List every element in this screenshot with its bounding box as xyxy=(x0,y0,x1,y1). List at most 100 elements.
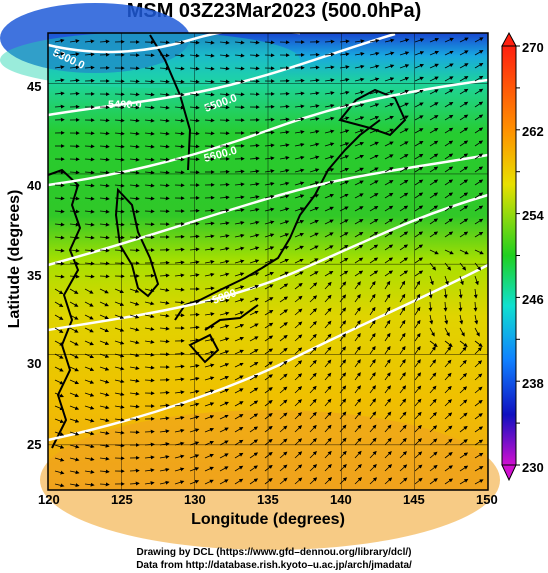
wind-arrow xyxy=(144,327,155,331)
wind-arrow xyxy=(204,479,214,485)
wind-arrow xyxy=(369,103,380,108)
wind-arrow xyxy=(114,235,125,240)
wind-arrow xyxy=(219,440,229,446)
wind-arrow xyxy=(264,297,274,303)
wind-arrow xyxy=(309,219,319,225)
wind-arrow xyxy=(414,179,424,186)
x-tick-label: 145 xyxy=(403,492,425,507)
wind-arrow xyxy=(294,464,303,472)
wind-arrow xyxy=(54,353,64,359)
wind-arrow xyxy=(249,272,260,277)
wind-arrow xyxy=(174,377,185,382)
wind-arrow xyxy=(189,131,200,136)
wind-arrow xyxy=(309,117,320,121)
wind-arrow xyxy=(384,141,394,147)
wind-arrow xyxy=(204,259,215,264)
wind-arrow xyxy=(54,196,65,201)
contour-label: 5400.0 xyxy=(108,99,142,111)
wind-arrow xyxy=(69,91,80,96)
wind-arrow xyxy=(189,118,200,123)
wind-arrow xyxy=(114,340,125,345)
wind-arrow xyxy=(234,426,244,433)
wind-arrow xyxy=(279,334,288,342)
wind-arrow xyxy=(459,386,468,394)
wind-arrow xyxy=(84,209,95,214)
wind-arrow xyxy=(189,402,200,407)
wind-arrow xyxy=(399,424,407,433)
wind-arrow xyxy=(204,427,215,433)
wind-arrow xyxy=(414,438,422,446)
wind-arrow xyxy=(234,311,245,316)
wind-arrow xyxy=(159,429,170,434)
wind-arrow xyxy=(99,118,110,123)
wind-arrow xyxy=(414,166,424,173)
wind-arrow xyxy=(279,258,290,264)
wind-arrow xyxy=(144,339,155,344)
wind-arrow xyxy=(204,92,215,97)
wind-arrow xyxy=(234,195,245,200)
wind-arrow xyxy=(474,439,484,446)
wind-arrow xyxy=(264,309,274,316)
wind-arrow xyxy=(174,403,185,408)
wind-arrow xyxy=(129,340,140,345)
wind-arrow xyxy=(399,411,407,420)
wind-arrow xyxy=(444,425,453,433)
wind-arrow xyxy=(174,118,185,123)
wind-arrow xyxy=(474,327,480,337)
wind-arrow xyxy=(69,418,80,423)
wind-arrow xyxy=(384,477,393,485)
wind-arrow xyxy=(54,261,65,266)
wind-arrow xyxy=(384,270,394,277)
wind-arrow xyxy=(399,179,409,186)
wind-arrow xyxy=(54,183,65,188)
wind-arrow xyxy=(204,118,215,123)
y-tick-label: 25 xyxy=(27,437,42,452)
wind-arrow xyxy=(204,299,215,304)
wind-arrow xyxy=(399,115,409,121)
wind-arrow xyxy=(204,105,215,110)
wind-arrow xyxy=(219,414,229,420)
wind-arrow xyxy=(324,258,334,264)
wind-arrow xyxy=(324,219,334,225)
wind-arrow xyxy=(279,283,289,290)
wind-arrow xyxy=(219,259,230,264)
wind-arrow xyxy=(69,483,80,488)
wind-arrow xyxy=(354,398,362,407)
wind-arrow xyxy=(369,90,380,95)
wind-arrow xyxy=(309,438,317,446)
wind-arrow xyxy=(219,479,229,485)
wind-arrow xyxy=(309,359,317,368)
wind-arrow xyxy=(144,66,155,71)
wind-arrow xyxy=(354,307,361,316)
wind-arrow xyxy=(234,246,245,251)
wind-arrow xyxy=(144,131,155,136)
wind-arrow xyxy=(414,192,424,199)
y-tick-label: 35 xyxy=(27,268,42,283)
wind-arrow xyxy=(174,351,185,356)
wind-arrow xyxy=(294,295,303,303)
wind-arrow xyxy=(234,375,244,381)
wind-arrow xyxy=(399,154,409,160)
wind-arrow xyxy=(294,194,305,199)
wind-arrow xyxy=(399,332,406,342)
wind-arrow xyxy=(99,405,110,410)
wind-arrow xyxy=(234,66,245,71)
wind-arrow xyxy=(369,167,379,173)
wind-arrow xyxy=(189,105,200,110)
wind-arrow xyxy=(114,288,125,294)
wind-arrow xyxy=(279,386,288,394)
wind-arrow xyxy=(189,273,200,278)
wind-arrow xyxy=(264,233,275,238)
wind-arrow xyxy=(294,258,304,264)
wind-arrow xyxy=(54,91,65,96)
wind-arrow xyxy=(339,206,349,212)
wind-arrow xyxy=(339,116,350,121)
wind-arrow xyxy=(99,183,110,188)
wind-arrow xyxy=(129,131,140,136)
wind-arrow xyxy=(264,425,273,433)
wind-arrow xyxy=(174,273,185,278)
wind-arrow xyxy=(279,104,290,109)
wind-arrow xyxy=(189,247,200,252)
wind-arrow xyxy=(234,414,244,420)
wind-arrow xyxy=(399,218,409,225)
